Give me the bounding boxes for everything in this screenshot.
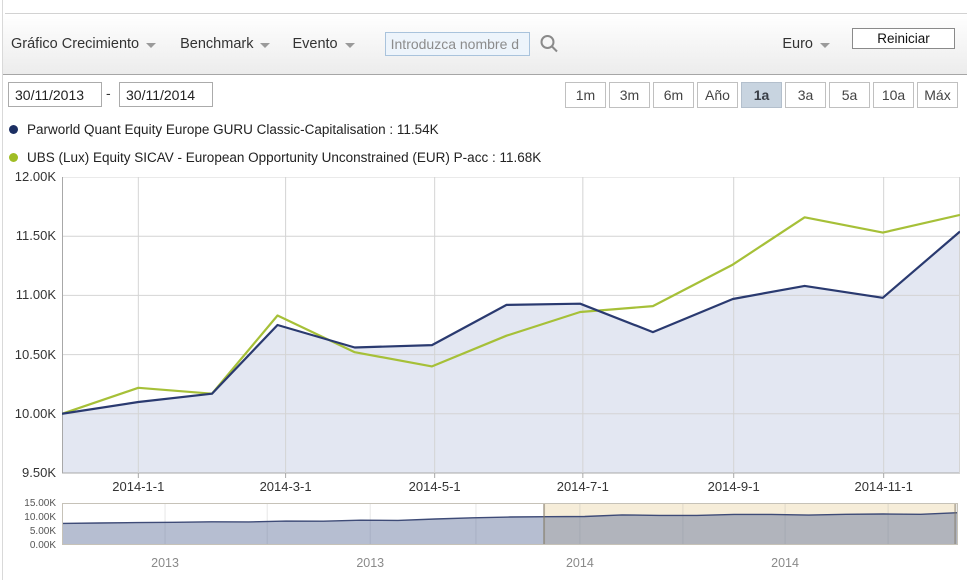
toolbar: Gráfico Crecimiento Benchmark Evento Eur… [3,14,967,75]
range-button-3a[interactable]: 3a [785,82,826,108]
legend-marker-icon [9,124,18,134]
navigator-y-tick-label: 0.00K [29,540,56,551]
event-dropdown[interactable]: Evento [292,36,355,52]
search-input[interactable] [384,32,530,56]
range-button-5a[interactable]: 5a [829,82,870,108]
navigator-y-tick-label: 5.00K [29,526,56,537]
legend-item: Parworld Quant Equity Europe GURU Classi… [9,121,439,137]
main-plot-area[interactable] [62,177,960,478]
range-button-Máx[interactable]: Máx [917,82,958,108]
x-axis-tick-label: 2014-1-1 [112,479,165,494]
range-button-1m[interactable]: 1m [565,82,606,108]
chevron-down-icon [344,42,355,48]
benchmark-dropdown[interactable]: Benchmark [180,36,271,52]
currency-dropdown[interactable]: Euro [782,36,830,52]
navigator-x-tick-label: 2014 [565,556,594,570]
range-button-10a[interactable]: 10a [873,82,914,108]
currency-label: Euro [782,36,813,52]
search-icon[interactable] [538,33,560,55]
y-axis-tick-label: 11.50K [15,228,56,244]
legend-item-label: Parworld Quant Equity Europe GURU Classi… [27,121,439,137]
range-button-3m[interactable]: 3m [609,82,650,108]
chevron-down-icon [260,42,271,48]
navigator-y-tick-label: 15.00K [24,498,56,509]
y-axis-tick-label: 11.00K [15,287,56,303]
legend-item: UBS (Lux) Equity SICAV - European Opport… [9,149,541,165]
x-axis-tick-label: 2014-3-1 [259,479,312,494]
chevron-down-icon [820,42,830,48]
page-left-border [2,0,3,580]
range-button-group: 1m 3m 6m Año 1a 3a 5a 10a Máx [565,82,958,108]
range-button-1a[interactable]: 1a [741,82,782,108]
x-axis-tick-label: 2014-5-1 [408,479,461,494]
y-axis-tick-label: 9.50K [22,465,56,480]
reset-button[interactable]: Reiniciar [852,28,955,49]
y-axis-tick-label: 12.00K [14,169,56,184]
date-range-separator: - [106,85,111,101]
range-button-6m[interactable]: 6m [653,82,694,108]
event-label: Evento [292,36,338,52]
chevron-down-icon [146,42,157,48]
legend-marker-icon [9,152,18,162]
benchmark-label: Benchmark [180,36,254,52]
chart-type-label: Gráfico Crecimiento [11,36,140,52]
end-date-input[interactable] [119,82,213,107]
navigator-x-tick-label: 2013 [356,556,385,570]
chart-type-dropdown[interactable]: Gráfico Crecimiento [11,36,157,52]
x-axis-tick-label: 2014-9-1 [707,479,760,494]
x-axis-tick-label: 2014-7-1 [556,479,609,494]
navigator-y-tick-label: 10.00K [24,512,56,523]
navigator-plot-area[interactable] [62,503,958,545]
navigator-x-tick-label: 2013 [151,556,179,570]
start-date-input[interactable] [8,82,102,107]
x-axis-tick-label: 2014-11-1 [854,479,913,494]
navigator-x-tick-label: 2014 [771,556,799,570]
legend-item-label: UBS (Lux) Equity SICAV - European Opport… [27,149,542,165]
y-axis-tick-label: 10.00K [14,405,56,421]
range-button-Año[interactable]: Año [697,82,738,108]
y-axis-tick-label: 10.50K [14,346,56,362]
top-separator [5,13,967,14]
